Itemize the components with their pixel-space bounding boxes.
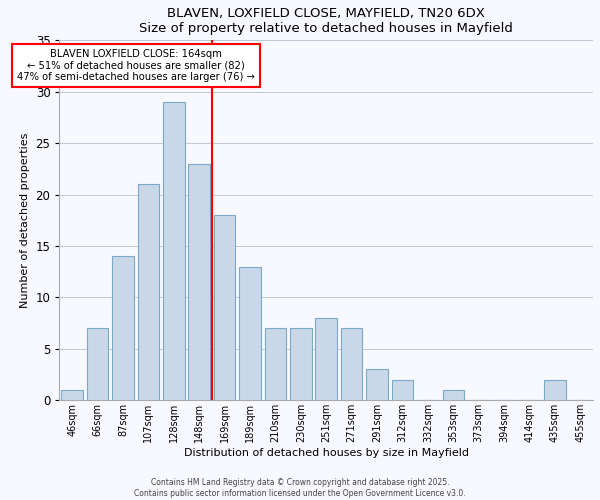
Bar [163, 102, 185, 401]
Bar [265, 328, 286, 400]
Bar [137, 184, 159, 400]
Text: BLAVEN LOXFIELD CLOSE: 164sqm
← 51% of detached houses are smaller (82)
47% of s: BLAVEN LOXFIELD CLOSE: 164sqm ← 51% of d… [17, 48, 254, 82]
Bar [214, 215, 235, 400]
Bar [61, 390, 83, 400]
Bar [544, 380, 566, 400]
Bar [316, 318, 337, 400]
X-axis label: Distribution of detached houses by size in Mayfield: Distribution of detached houses by size … [184, 448, 469, 458]
Text: Contains HM Land Registry data © Crown copyright and database right 2025.
Contai: Contains HM Land Registry data © Crown c… [134, 478, 466, 498]
Bar [341, 328, 362, 400]
Bar [366, 370, 388, 400]
Bar [239, 266, 261, 400]
Bar [392, 380, 413, 400]
Bar [112, 256, 134, 400]
Bar [188, 164, 210, 400]
Bar [443, 390, 464, 400]
Bar [290, 328, 311, 400]
Title: BLAVEN, LOXFIELD CLOSE, MAYFIELD, TN20 6DX
Size of property relative to detached: BLAVEN, LOXFIELD CLOSE, MAYFIELD, TN20 6… [139, 7, 513, 35]
Y-axis label: Number of detached properties: Number of detached properties [20, 132, 30, 308]
Bar [87, 328, 109, 400]
